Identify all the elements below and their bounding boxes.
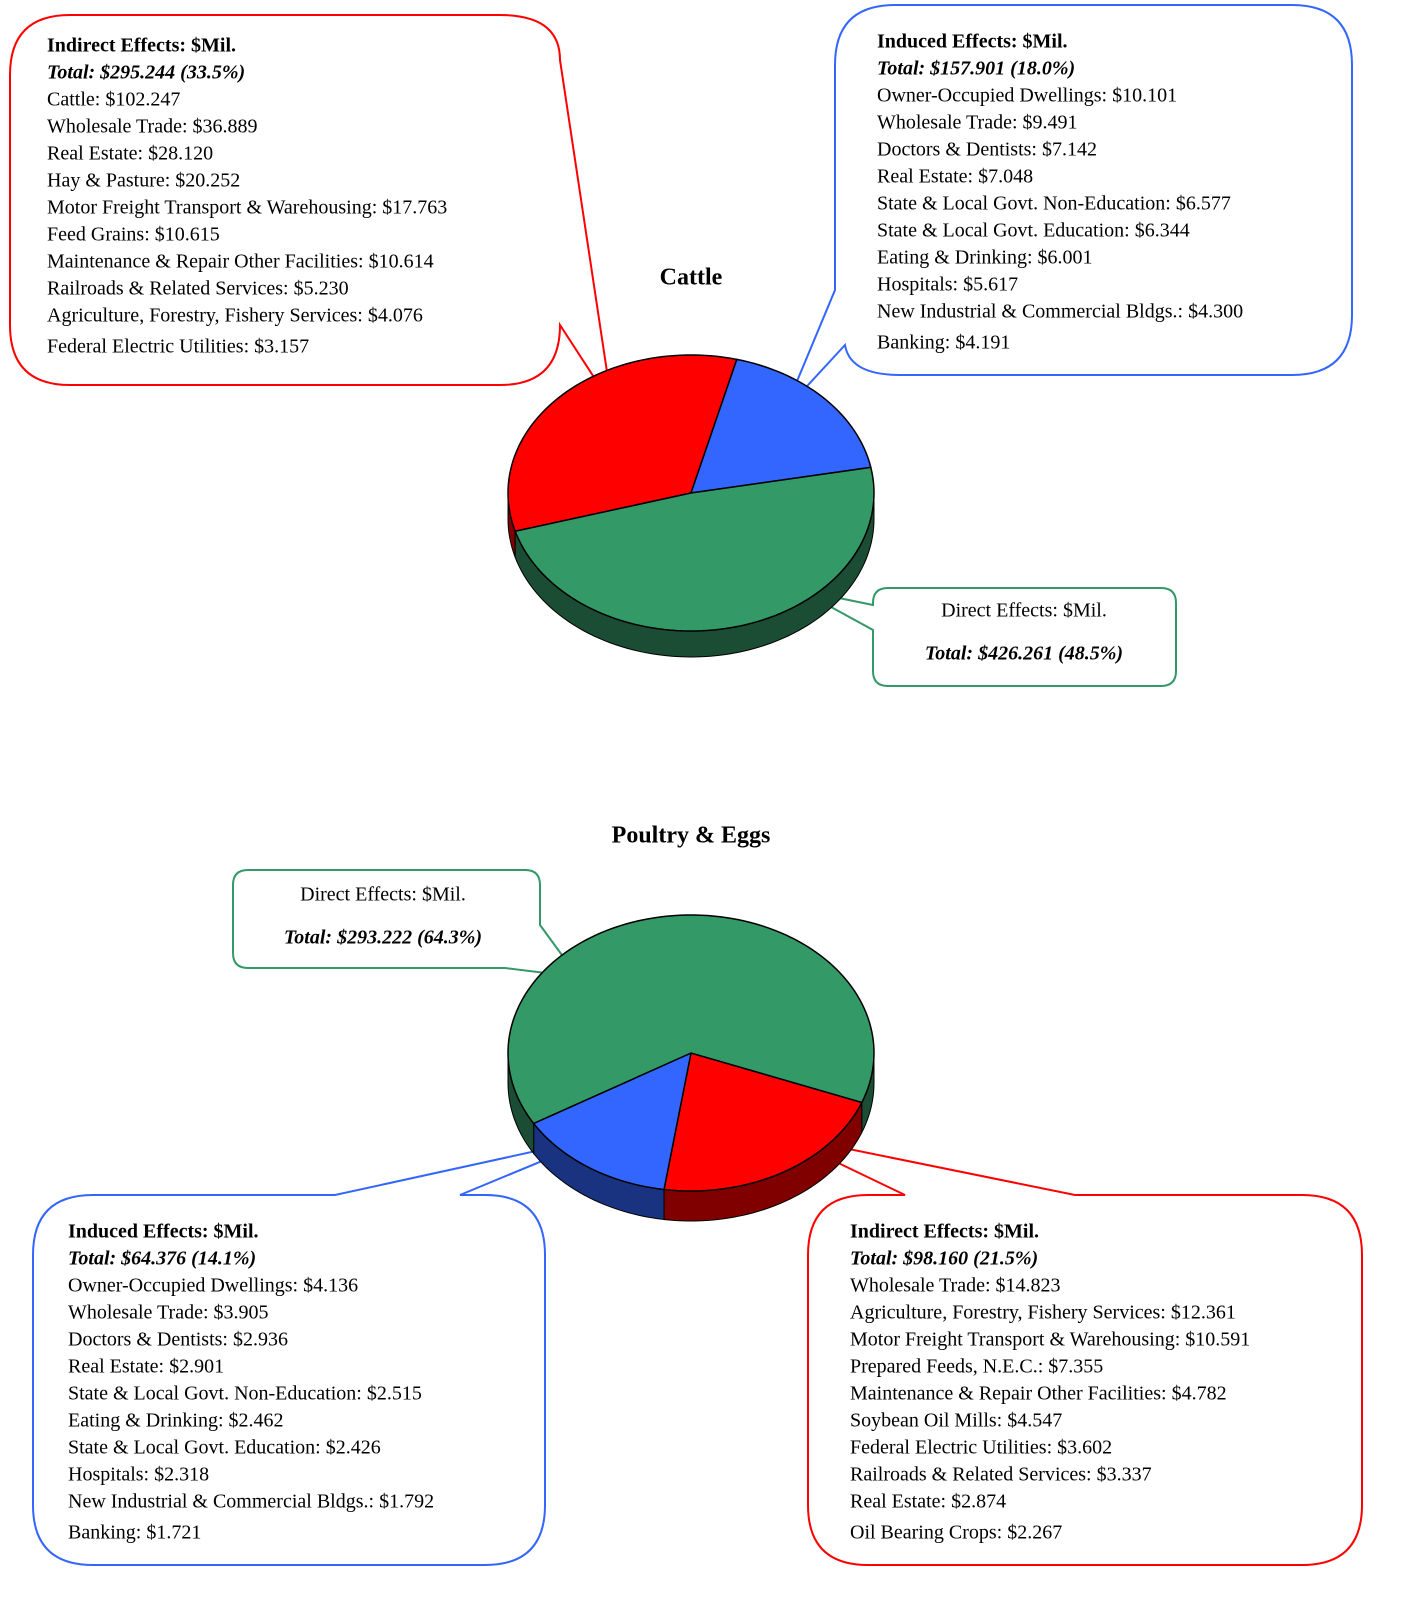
callout (232, 869, 581, 979)
callout-total: Total: $426.261 (48.5%) (925, 643, 1123, 665)
callout-item: Agriculture, Forestry, Fishery Services:… (850, 1302, 1236, 1324)
pies (507, 354, 875, 1222)
callout-item: Maintenance & Repair Other Facilities: $… (850, 1383, 1227, 1405)
callout-heading: Indirect Effects: $Mil. (47, 35, 236, 57)
callout-item: Real Estate: $28.120 (47, 143, 213, 165)
callout-heading: Direct Effects: $Mil. (941, 600, 1107, 622)
chart-title: Cattle (660, 265, 723, 291)
callout-total: Total: $64.376 (14.1%) (68, 1248, 256, 1270)
callout (799, 587, 1177, 687)
callout-item: Wholesale Trade: $3.905 (68, 1302, 269, 1324)
pie-slice (507, 354, 738, 533)
callout-item: New Industrial & Commercial Bldgs.: $4.3… (877, 301, 1243, 323)
pie-slice (532, 1051, 693, 1191)
callout-item: Federal Electric Utilities: $3.602 (850, 1437, 1112, 1459)
callout-item: Eating & Drinking: $2.462 (68, 1410, 284, 1432)
callout-item: Prepared Feeds, N.E.C.: $7.355 (850, 1356, 1103, 1378)
pie-slice (514, 466, 875, 632)
callout-item: Owner-Occupied Dwellings: $10.101 (877, 85, 1177, 107)
pie-slice (689, 358, 872, 494)
callout-heading: Induced Effects: $Mil. (877, 31, 1068, 53)
callout-item: Hay & Pasture: $20.252 (47, 170, 240, 192)
callout-item: Agriculture, Forestry, Fishery Services:… (47, 305, 423, 327)
callout-heading: Indirect Effects: $Mil. (850, 1221, 1039, 1243)
callout (779, 1134, 1363, 1566)
callout-item: State & Local Govt. Education: $6.344 (877, 220, 1190, 242)
callout-item: Wholesale Trade: $14.823 (850, 1275, 1061, 1297)
callout-item: Railroads & Related Services: $3.337 (850, 1464, 1152, 1486)
callout-total: Total: $98.160 (21.5%) (850, 1248, 1038, 1270)
callout (32, 1136, 601, 1566)
callout-total: Total: $295.244 (33.5%) (47, 62, 245, 84)
callout-item: State & Local Govt. Non-Education: $2.51… (68, 1383, 422, 1405)
chart-title: Poultry & Eggs (612, 823, 771, 849)
callout-item: Hospitals: $2.318 (68, 1464, 209, 1486)
callout-item: Doctors & Dentists: $7.142 (877, 139, 1097, 161)
callout-heading: Direct Effects: $Mil. (300, 884, 466, 906)
callout-item: Motor Freight Transport & Warehousing: $… (47, 197, 447, 219)
callout-item: Railroads & Related Services: $5.230 (47, 278, 349, 300)
callout-item: Motor Freight Transport & Warehousing: $… (850, 1329, 1250, 1351)
callout-item: Feed Grains: $10.615 (47, 224, 220, 246)
callout-item: New Industrial & Commercial Bldgs.: $1.7… (68, 1491, 434, 1513)
callout-item: Maintenance & Repair Other Facilities: $… (47, 251, 434, 273)
callout-item: Real Estate: $7.048 (877, 166, 1033, 188)
callout-item: State & Local Govt. Education: $2.426 (68, 1437, 381, 1459)
callout-item: Oil Bearing Crops: $2.267 (850, 1522, 1062, 1544)
callout-item: Doctors & Dentists: $2.936 (68, 1329, 288, 1351)
callout-item: Cattle: $102.247 (47, 89, 180, 111)
callout-heading: Induced Effects: $Mil. (68, 1221, 259, 1243)
callout (9, 14, 613, 406)
callout-item: State & Local Govt. Non-Education: $6.57… (877, 193, 1231, 215)
callout-item: Real Estate: $2.901 (68, 1356, 224, 1378)
callout-item: Owner-Occupied Dwellings: $4.136 (68, 1275, 358, 1297)
pie-slice (663, 1052, 863, 1192)
callout (784, 4, 1353, 411)
callout-item: Federal Electric Utilities: $3.157 (47, 336, 309, 358)
callout-item: Wholesale Trade: $9.491 (877, 112, 1078, 134)
pie-slice (507, 914, 875, 1125)
callout-item: Eating & Drinking: $6.001 (877, 247, 1093, 269)
callout-item: Wholesale Trade: $36.889 (47, 116, 258, 138)
callout-total: Total: $293.222 (64.3%) (284, 927, 482, 949)
callout-item: Real Estate: $2.874 (850, 1491, 1006, 1513)
callout-item: Soybean Oil Mills: $4.547 (850, 1410, 1062, 1432)
callout-total: Total: $157.901 (18.0%) (877, 58, 1075, 80)
callout-item: Hospitals: $5.617 (877, 274, 1018, 296)
callout-item: Banking: $1.721 (68, 1522, 201, 1544)
callout-item: Banking: $4.191 (877, 332, 1010, 354)
